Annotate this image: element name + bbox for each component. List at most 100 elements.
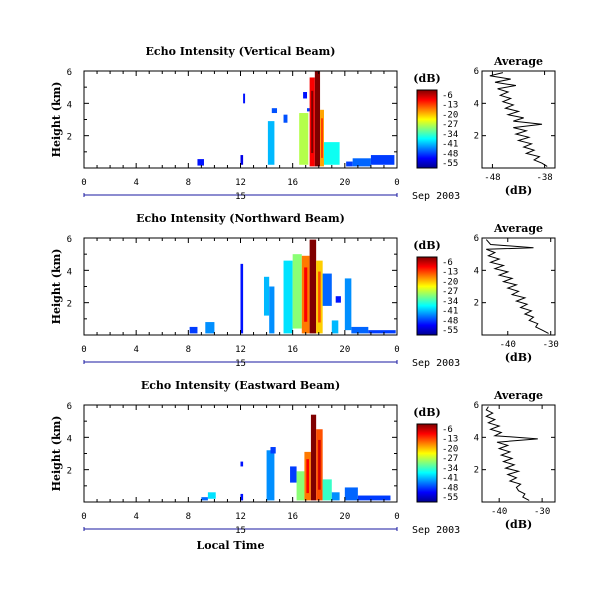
- echo-column: [240, 461, 244, 467]
- colorbar-tick: -6: [442, 425, 453, 435]
- colorbar-tick: -34: [442, 297, 458, 307]
- echo-column: [346, 161, 353, 167]
- y-tick-label: 2: [67, 467, 72, 477]
- day-label: 15: [235, 359, 246, 369]
- echo-column: [240, 493, 244, 501]
- average-title: Average: [493, 55, 543, 68]
- echo-core: [311, 90, 314, 154]
- colorbar-tick: -55: [442, 326, 458, 336]
- x-tick-label: 0: [81, 178, 86, 188]
- echo-column: [344, 278, 352, 331]
- echo-core: [306, 459, 309, 494]
- x-tick-label: 4: [133, 178, 138, 188]
- y-axis-label: Height (km): [50, 416, 63, 492]
- x-tick-label: 20: [339, 178, 350, 188]
- colorbar-tick: -41: [442, 307, 458, 317]
- colorbar-tick: -34: [442, 130, 458, 140]
- echo-column: [205, 322, 215, 334]
- y-tick-label: 4: [67, 267, 72, 277]
- x-tick-label: 16: [287, 178, 298, 188]
- x-tick-label: 12: [235, 178, 246, 188]
- day-label: 15: [235, 526, 246, 536]
- colorbar-tick: -13: [442, 435, 458, 445]
- avg-x-tick-label: -40: [500, 340, 516, 350]
- y-tick-label: 2: [67, 133, 72, 143]
- average-title: Average: [493, 222, 543, 235]
- echo-core: [316, 85, 319, 153]
- colorbar: [416, 256, 438, 336]
- plot-frame: [83, 70, 398, 169]
- colorbar-tick: -55: [442, 159, 458, 169]
- y-tick-label: 6: [67, 68, 72, 78]
- colorbar-tick: -55: [442, 493, 458, 503]
- x-axis-label: Local Time: [197, 539, 265, 552]
- x-tick-label: 8: [186, 178, 191, 188]
- echo-column: [292, 254, 302, 329]
- average-frame: [481, 70, 556, 169]
- average-profile-line: [485, 239, 549, 334]
- colorbar: [416, 423, 438, 503]
- echo-column: [331, 320, 339, 334]
- colorbar-tick: -13: [442, 101, 458, 111]
- panel-2: Echo Intensity (Eastward Beam) 6 4 2 Height …: [50, 379, 556, 552]
- colorbar: [416, 89, 438, 169]
- echo-column: [331, 492, 340, 501]
- echo-column: [283, 114, 288, 123]
- date-label: Sep 2003: [412, 358, 460, 369]
- echo-column: [263, 276, 270, 316]
- colorbar-tick: -27: [442, 287, 458, 297]
- avg-x-tick-label: -30: [543, 340, 559, 350]
- echo-column: [299, 113, 309, 165]
- panel-title: Echo Intensity (Northward Beam): [136, 212, 345, 225]
- avg-y-tick-label: 2: [474, 466, 479, 476]
- echo-column: [368, 330, 396, 334]
- avg-y-tick-label: 6: [474, 67, 479, 77]
- x-tick-label: 4: [133, 512, 138, 522]
- x-tick-label: 0: [394, 345, 399, 355]
- echo-column: [197, 159, 204, 166]
- colorbar-unit: (dB): [413, 406, 440, 419]
- colorbar-tick: -20: [442, 277, 458, 287]
- avg-x-axis-label: (dB): [505, 518, 532, 531]
- echo-column: [323, 142, 340, 165]
- colorbar-tick: -13: [442, 268, 458, 278]
- avg-y-tick-label: 4: [474, 433, 479, 443]
- y-axis-label: Height (km): [50, 249, 63, 325]
- echo-column: [357, 495, 391, 501]
- colorbar-tick: -6: [442, 258, 453, 268]
- colorbar-tick: -41: [442, 474, 458, 484]
- avg-y-tick-label: 4: [474, 99, 479, 109]
- x-tick-label: 8: [186, 512, 191, 522]
- colorbar-unit: (dB): [413, 72, 440, 85]
- echo-column: [267, 121, 275, 165]
- echo-column: [307, 108, 311, 112]
- day-label: 15: [235, 192, 246, 202]
- echo-column: [351, 326, 369, 334]
- echo-column: [283, 260, 293, 334]
- echo-column: [207, 492, 216, 499]
- echo-column: [270, 447, 276, 454]
- echo-column: [240, 263, 244, 334]
- colorbar-tick: -34: [442, 464, 458, 474]
- colorbar-tick: -27: [442, 120, 458, 130]
- colorbar-tick: -20: [442, 110, 458, 120]
- x-tick-label: 0: [394, 178, 399, 188]
- x-tick-label: 20: [339, 512, 350, 522]
- colorbar-tick: -6: [442, 91, 453, 101]
- avg-y-tick-label: 2: [474, 299, 479, 309]
- echo-column: [322, 273, 332, 306]
- y-tick-label: 2: [67, 300, 72, 310]
- echo-column: [269, 286, 275, 334]
- echo-column: [240, 155, 244, 165]
- echo-column: [344, 487, 358, 501]
- panel-1: Echo Intensity (Northward Beam) 6 4 2 Height…: [50, 212, 559, 369]
- echo-column: [370, 155, 395, 165]
- echo-column: [296, 471, 305, 501]
- average-frame: [481, 404, 556, 503]
- avg-y-tick-label: 6: [474, 401, 479, 411]
- echo-column: [271, 108, 278, 114]
- avg-x-tick-label: -38: [536, 173, 552, 183]
- panel-title: Echo Intensity (Vertical Beam): [145, 45, 335, 58]
- colorbar-tick: -48: [442, 483, 458, 493]
